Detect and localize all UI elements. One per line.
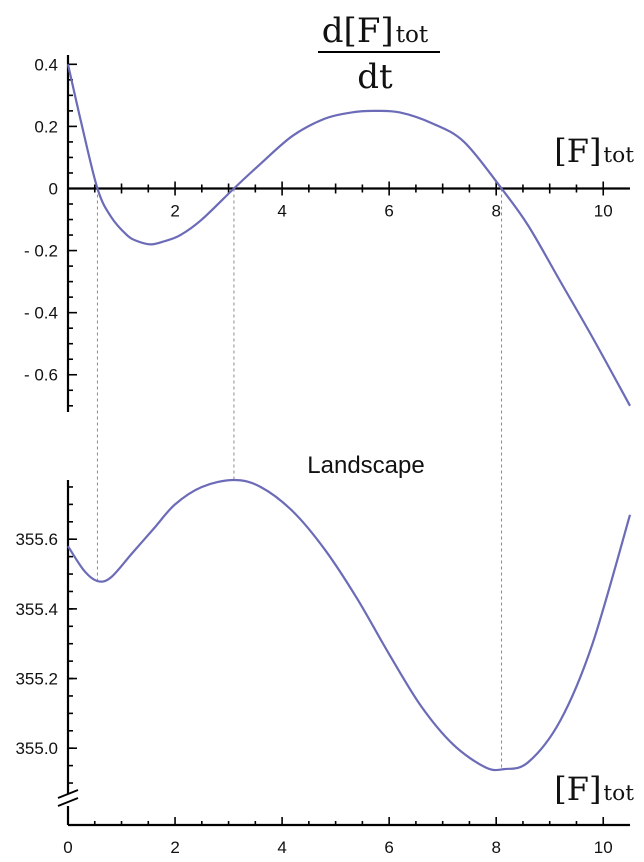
top-x-axis-label: [F]tot (554, 132, 634, 170)
top-ticks: 2 4 6 8 10 0.4 0.2 0 - 0.2 - 0.4 - 0.6 (24, 55, 613, 407)
top-y-axis-label-denominator: dt (357, 57, 393, 97)
bottom-y-tick-label: 355.4 (15, 600, 58, 619)
top-y-tick-label: 0 (49, 179, 58, 198)
top-guides (96, 188, 503, 770)
top-x-tick-label: 10 (594, 201, 613, 220)
bottom-y-tick-label: 355.2 (15, 670, 58, 689)
bottom-chart-title: Landscape (307, 452, 424, 479)
top-x-tick-label: 2 (170, 201, 179, 220)
top-y-tick-label: 0.2 (34, 117, 58, 136)
top-y-axis-label-numerator: d[F]tot (322, 11, 429, 51)
bottom-x-axis-label: [F]tot (554, 770, 634, 808)
top-series-line (66, 64, 631, 407)
bottom-series-line (67, 478, 632, 772)
top-y-tick-label: 0.4 (34, 55, 58, 74)
bottom-x-tick-label: 8 (491, 838, 500, 857)
top-x-tick-label: 8 (491, 201, 500, 220)
top-x-tick-label: 4 (277, 201, 286, 220)
top-chart: d[F]tot dt [F]tot 2 4 6 8 10 0.4 0.2 0 - 0.2 - 0.… (24, 11, 634, 770)
top-y-axis-label: d[F]tot dt (318, 11, 440, 97)
top-x-tick-label: 6 (384, 201, 393, 220)
top-y-tick-label: - 0.6 (24, 366, 58, 385)
bottom-x-tick-label: 4 (277, 838, 286, 857)
axis-break-mark (57, 789, 79, 807)
bottom-x-tick-label: 6 (384, 838, 393, 857)
bottom-y-tick-label: 355.6 (15, 530, 58, 549)
top-y-tick-label: - 0.2 (24, 242, 58, 261)
bottom-x-tick-label: 10 (594, 838, 613, 857)
bottom-x-tick-label: 0 (63, 838, 72, 857)
bottom-ticks: 0 2 4 6 8 10 355.6 355.4 355.2 355.0 (15, 486, 613, 857)
bottom-chart: Landscape [F]tot 0 2 4 6 8 10 355.6 355.4 355.2 3… (15, 452, 634, 857)
bottom-y-tick-label: 355.0 (15, 739, 58, 758)
top-y-tick-label: - 0.4 (24, 304, 58, 323)
bottom-x-tick-label: 2 (170, 838, 179, 857)
